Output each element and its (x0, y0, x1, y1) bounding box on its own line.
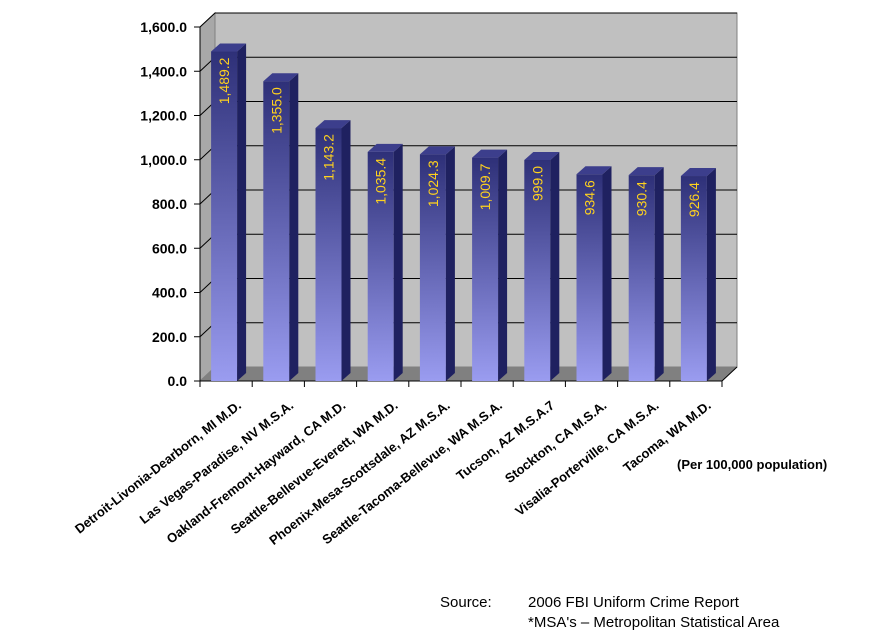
bar (419, 146, 455, 381)
source-text: 2006 FBI Uniform Crime Report (528, 594, 739, 611)
bar-front (680, 176, 707, 381)
y-tick-label: 1,000.0 (140, 152, 187, 168)
bar-top (419, 146, 455, 155)
y-tick-label: 0.0 (168, 373, 188, 389)
y-tick-label: 1,400.0 (140, 63, 187, 79)
x-axis-depth-line (721, 366, 738, 382)
bars (211, 43, 716, 382)
bar-top (367, 143, 403, 152)
bar-side (498, 149, 508, 381)
bar-side (289, 73, 299, 382)
bar-top (524, 151, 560, 160)
bar (680, 168, 716, 381)
gridline (199, 12, 737, 28)
bar (472, 149, 508, 381)
bar (263, 73, 299, 382)
value-label: 999.0 (529, 166, 545, 201)
bar-side (654, 167, 664, 381)
bar-side (237, 43, 247, 382)
bar-side (393, 143, 403, 381)
msa-footnote: *MSA's – Metropolitan Statistical Area (528, 614, 780, 631)
bar-side (706, 168, 716, 381)
value-label: 1,024.3 (425, 160, 441, 207)
bar-front (263, 81, 290, 382)
bar (211, 43, 247, 382)
bar-front (419, 154, 446, 381)
bar-side (550, 151, 560, 381)
bar-top (263, 73, 299, 82)
bar (628, 167, 664, 381)
bar-side (341, 120, 351, 381)
value-label: 930.4 (634, 181, 650, 216)
value-label: 926.4 (686, 182, 702, 217)
bar-top (628, 167, 664, 176)
value-labels: 1,489.2 1,355.0 1,143.2 1,035.4 1,024.3 1,009… (216, 57, 702, 217)
value-label: 1,143.2 (321, 134, 337, 181)
y-tick-label: 800.0 (152, 196, 187, 212)
bar-top (680, 168, 716, 177)
y-tick-label: 400.0 (152, 285, 187, 301)
value-label: 1,035.4 (373, 158, 389, 205)
bar-front (628, 175, 655, 381)
bar-side (602, 166, 612, 381)
y-tick-label: 1,600.0 (140, 19, 187, 35)
value-label: 1,489.2 (216, 57, 232, 104)
value-label: 934.6 (582, 180, 598, 215)
bar (367, 143, 403, 381)
bar-front (576, 174, 603, 381)
value-label: 1,355.0 (268, 87, 284, 134)
x-tick-label: Tucson, AZ M.S.A.7 (453, 398, 557, 484)
bar-top (576, 166, 612, 175)
bar-front (211, 51, 238, 382)
y-tick-label: 200.0 (152, 329, 187, 345)
y-tick-label: 600.0 (152, 240, 187, 256)
per-population-note: (Per 100,000 population) (677, 457, 828, 472)
bar-front (367, 151, 394, 381)
bar (524, 151, 560, 381)
bar-front (524, 159, 551, 381)
bar (576, 166, 612, 381)
source-label: Source: (440, 594, 492, 611)
value-label: 1,009.7 (477, 163, 493, 210)
source-line: Source: 2006 FBI Uniform Crime Report (440, 594, 739, 611)
bar-top (472, 149, 508, 158)
y-tick-label: 1,200.0 (140, 108, 187, 124)
bar (315, 120, 351, 381)
bar-top (315, 120, 351, 129)
bar-side (445, 146, 455, 381)
bar-top (211, 43, 247, 52)
bar-front (472, 157, 499, 381)
bar-front (315, 128, 342, 381)
